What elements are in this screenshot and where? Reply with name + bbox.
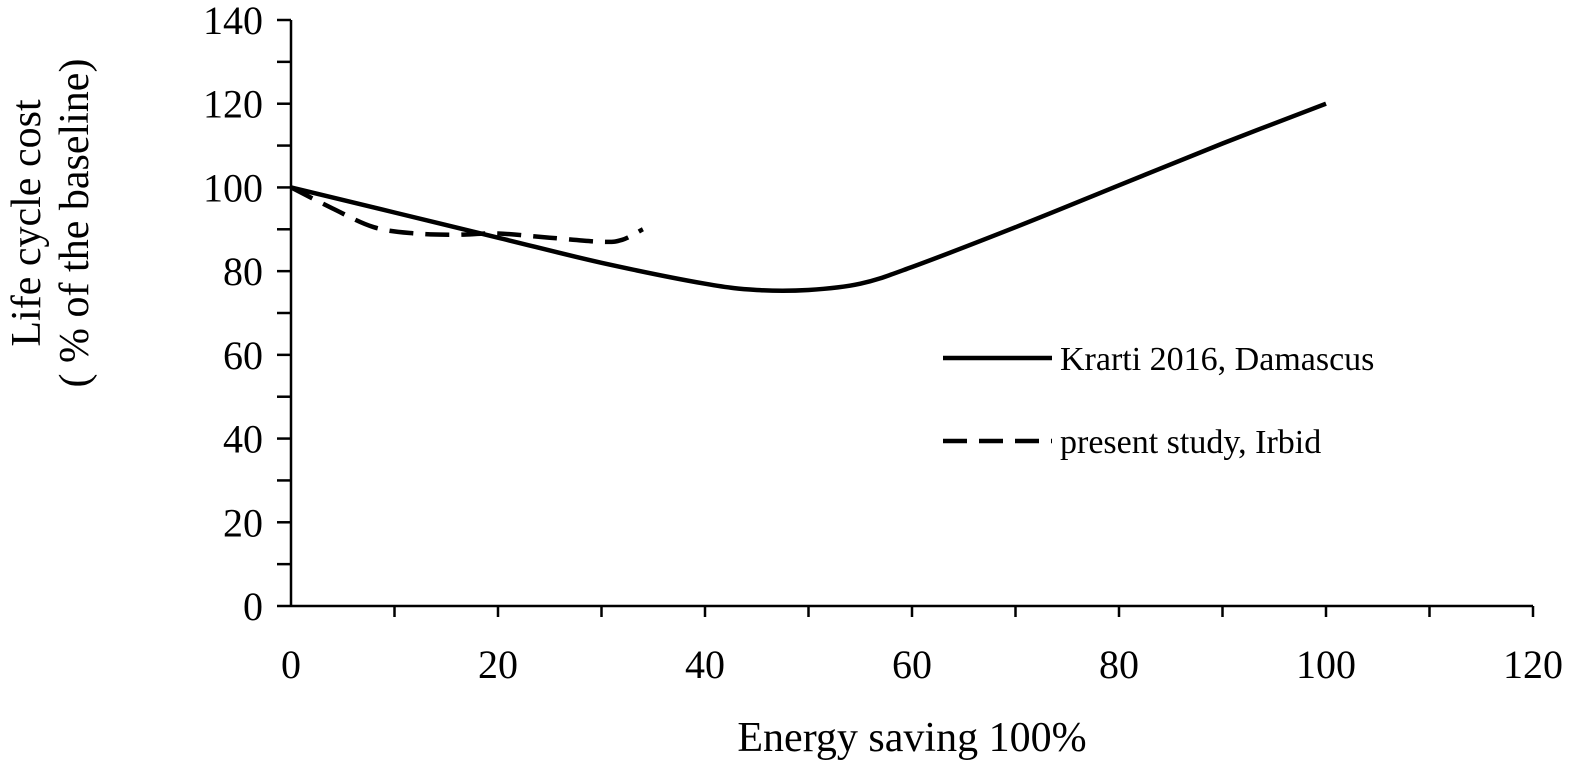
legend-label-2: present study, Irbid: [1060, 424, 1321, 461]
x-tick-label: 60: [892, 642, 932, 687]
y-tick-label: 100: [203, 165, 263, 210]
x-tick-label: 80: [1099, 642, 1139, 687]
x-tick-label: 0: [281, 642, 301, 687]
y-tick-label: 80: [223, 249, 263, 294]
axis-tick-labels: 0 20 40 60 80 100 120 0 20 40 60 80 100 120 140: [203, 0, 1563, 687]
x-axis-title: Energy saving 100%: [737, 715, 1086, 761]
series-layer: [289, 101, 1327, 293]
legend: Krarti 2016, Damascus present study, Irbi…: [943, 341, 1374, 461]
y-tick-label: 0: [243, 584, 263, 629]
y-axis-subtitle: ( % of the baseline): [52, 59, 98, 388]
legend-label-1: Krarti 2016, Damascus: [1060, 341, 1374, 378]
series-line-2: [289, 185, 644, 245]
y-tick-label: 60: [223, 333, 263, 378]
axes: [289, 20, 1533, 608]
x-tick-label: 20: [478, 642, 518, 687]
y-tick-label: 20: [223, 500, 263, 545]
y-axis-title: Life cycle cost: [4, 99, 50, 347]
x-tick-label: 40: [685, 642, 725, 687]
y-tick-label: 120: [203, 82, 263, 127]
y-tick-label: 140: [203, 0, 263, 43]
axis-ticks: [277, 18, 1535, 617]
x-tick-label: 100: [1296, 642, 1356, 687]
x-tick-label: 120: [1503, 642, 1563, 687]
series-line-1: [290, 101, 1327, 293]
y-tick-label: 40: [223, 417, 263, 462]
